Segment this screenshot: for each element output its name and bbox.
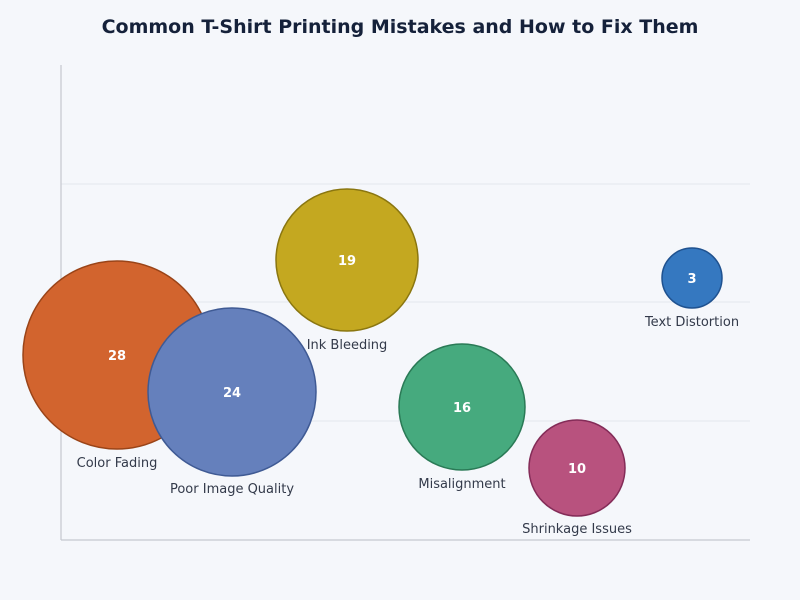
bubble-label: Poor Image Quality xyxy=(170,482,294,497)
bubble-circle[interactable] xyxy=(275,188,419,332)
bubble-label: Ink Bleeding xyxy=(307,338,388,353)
bubble-value: 16 xyxy=(453,401,471,416)
bubble-label: Shrinkage Issues xyxy=(522,522,632,537)
bubble-value: 19 xyxy=(338,254,356,269)
bubble-label: Misalignment xyxy=(418,477,505,492)
bubble-circle[interactable] xyxy=(661,247,723,309)
bubble-value: 10 xyxy=(568,462,586,477)
bubbles: 28 24 19 16 10 3 xyxy=(22,188,723,517)
bubble-circle[interactable] xyxy=(528,419,626,517)
bubble-circle[interactable] xyxy=(398,343,526,471)
bubble-value: 28 xyxy=(108,349,126,364)
bubble-value: 24 xyxy=(223,386,241,401)
bubble-label: Text Distortion xyxy=(644,315,739,330)
bubble[interactable]: 24 xyxy=(147,307,317,477)
bubble[interactable]: 19 xyxy=(275,188,419,332)
bubble-value: 3 xyxy=(687,272,696,287)
bubble[interactable]: 10 xyxy=(528,419,626,517)
bubble[interactable]: 3 xyxy=(661,247,723,309)
bubble-labels: Color Fading Poor Image Quality Ink Bleedi… xyxy=(77,315,739,537)
bubble-label: Color Fading xyxy=(77,456,158,471)
bubble[interactable]: 16 xyxy=(398,343,526,471)
bubble-circle[interactable] xyxy=(147,307,317,477)
chart-title: Common T-Shirt Printing Mistakes and How… xyxy=(102,16,699,38)
